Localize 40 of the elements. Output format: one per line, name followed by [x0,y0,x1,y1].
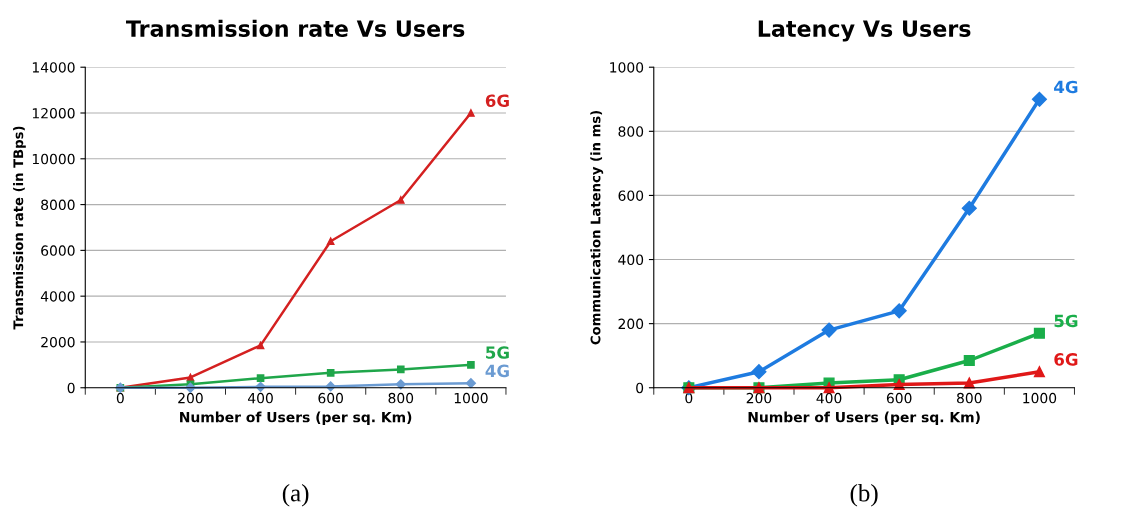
y-tick-label: 8000 [41,199,75,211]
chart-title: Transmission rate Vs Users [126,19,465,37]
series-label: 4G [485,364,509,378]
x-axis-title: Number of Users (per sq. Km) [748,411,980,426]
x-tick-label: 800 [388,392,414,404]
x-tick-label: 200 [178,392,203,404]
x-tick-label: 0 [685,392,693,404]
y-tick-label: 400 [618,254,644,266]
x-axis-title: Number of Users (per sq. Km) [180,411,412,426]
y-tick-label: 10000 [32,153,75,165]
x-tick-label: 1000 [454,392,488,404]
x-tick-label: 400 [247,392,273,404]
y-tick-label: 600 [618,190,644,201]
y-tick-label: 4000 [40,291,75,302]
x-tick-label: 600 [886,392,912,404]
x-tick-label: 400 [816,392,842,404]
series-label: 5G [486,346,509,359]
text: (a) [282,483,309,507]
y-tick-label: 14000 [32,62,75,73]
x-tick-label: 800 [956,392,982,404]
x-tick-label: 600 [318,392,344,404]
y-tick-label: 0 [67,382,75,394]
y-tick-label: 200 [618,318,644,330]
series-label: 5G [1054,314,1078,328]
series-label: 6G [485,94,509,107]
y-tick-label: 800 [618,126,644,137]
series-label: 6G [1054,353,1078,366]
text: (b) [850,483,878,507]
y-tick-label: 6000 [41,245,75,256]
y-tick-label: 1000 [610,62,644,73]
y-tick-label: 2000 [41,336,75,348]
x-tick-label: 200 [746,392,772,404]
y-tick-label: 0 [636,382,644,394]
chart-title: Latency Vs Users [758,20,971,42]
x-tick-label: 1000 [1023,392,1057,404]
y-axis-title: Transmission rate (in TBps) [13,126,26,330]
y-tick-label: 12000 [32,107,75,119]
x-tick-label: 0 [116,392,124,404]
series-label: 4G [1054,80,1078,94]
y-axis-title: Communication Latency (in ms) [590,110,604,345]
